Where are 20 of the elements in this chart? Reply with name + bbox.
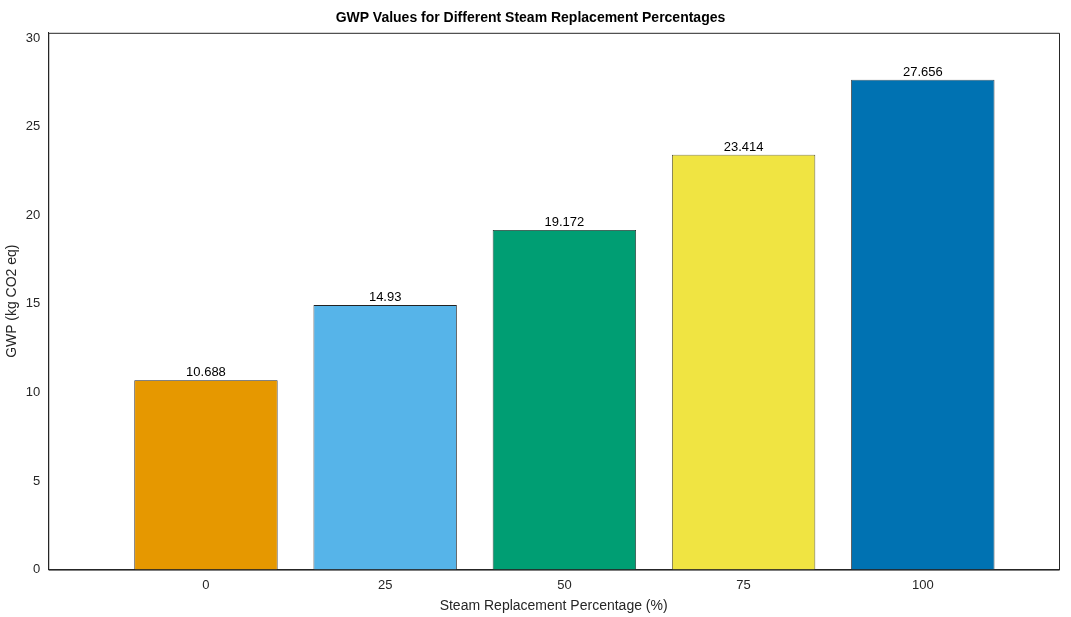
x-tick-label: 75 <box>736 576 751 592</box>
chart-title: GWP Values for Different Steam Replacement Percentages <box>335 9 726 26</box>
x-tick-label: 100 <box>911 576 934 592</box>
x-axis-title: Steam Replacement Percentage (%) <box>439 597 668 614</box>
y-tick-label: 10 <box>25 384 41 400</box>
x-tick-label: 25 <box>377 576 393 592</box>
y-tick-label: 0 <box>33 561 41 577</box>
data-label: 19.172 <box>544 214 585 230</box>
y-tick-label: 20 <box>25 206 41 222</box>
x-tick-label: 50 <box>557 576 572 592</box>
y-tick-label: 15 <box>25 295 41 311</box>
y-tick-label: 25 <box>25 118 41 134</box>
data-label: 23.414 <box>723 138 764 154</box>
x-tick-label: 0 <box>202 576 210 592</box>
data-label: 14.93 <box>368 289 402 305</box>
y-axis-title: GWP (kg CO2 eq) <box>3 244 20 358</box>
data-label: 10.688 <box>186 364 226 380</box>
data-label: 27.656 <box>902 63 943 79</box>
y-tick-label: 5 <box>33 472 41 488</box>
y-tick-label: 30 <box>25 29 41 45</box>
